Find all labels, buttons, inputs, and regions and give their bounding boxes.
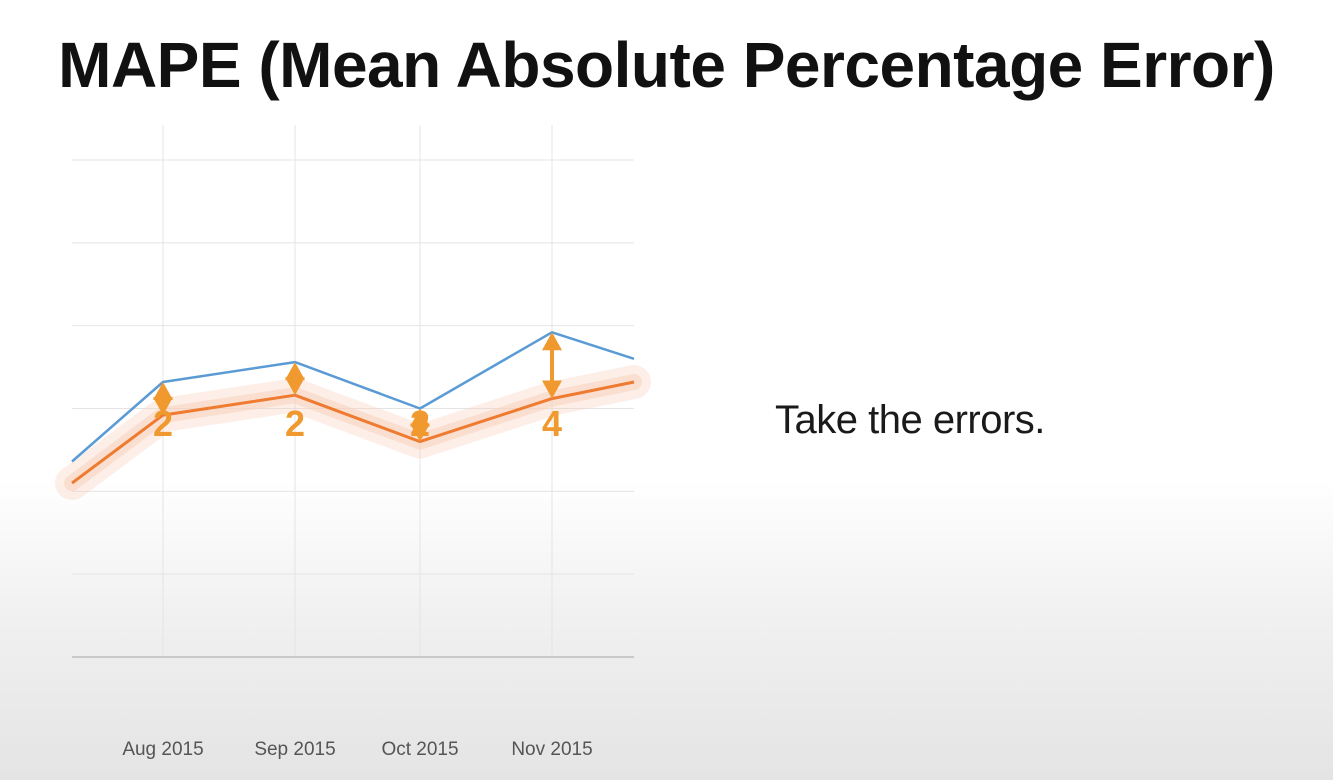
error-value-label: 2 [285, 403, 305, 444]
x-tick-label: Oct 2015 [381, 739, 458, 760]
x-tick-labels: Aug 2015 Sep 2015 Oct 2015 Nov 2015 [122, 739, 592, 760]
x-tick-label: Nov 2015 [511, 739, 592, 760]
series-lines [71, 331, 635, 485]
error-arrow-head-up [542, 332, 562, 351]
error-arrow [285, 362, 305, 396]
error-arrow [542, 332, 562, 399]
error-arrow-head-down [542, 380, 562, 399]
slide-title: MAPE (Mean Absolute Percentage Error) [58, 29, 1275, 101]
x-tick-label: Aug 2015 [122, 739, 203, 760]
error-arrow [410, 408, 430, 442]
error-value-label: 4 [542, 403, 562, 444]
error-value-label: 2 [153, 403, 173, 444]
forecast-line [71, 380, 635, 485]
error-arrows [153, 332, 562, 442]
actual-line [71, 331, 635, 463]
error-arrow [153, 381, 173, 416]
error-arrow-head-up [285, 362, 305, 381]
error-arrow-head-down [410, 423, 430, 442]
error-labels: 2 2 2 4 [153, 403, 562, 444]
error-value-label: 2 [410, 403, 430, 444]
error-arrow-head-down [285, 377, 305, 396]
error-arrow-head-up [410, 408, 430, 427]
error-arrow-head-up [153, 381, 173, 400]
x-tick-label: Sep 2015 [254, 739, 335, 760]
caption-text: Take the errors. [775, 398, 1045, 442]
error-arrow-head-down [153, 397, 173, 416]
